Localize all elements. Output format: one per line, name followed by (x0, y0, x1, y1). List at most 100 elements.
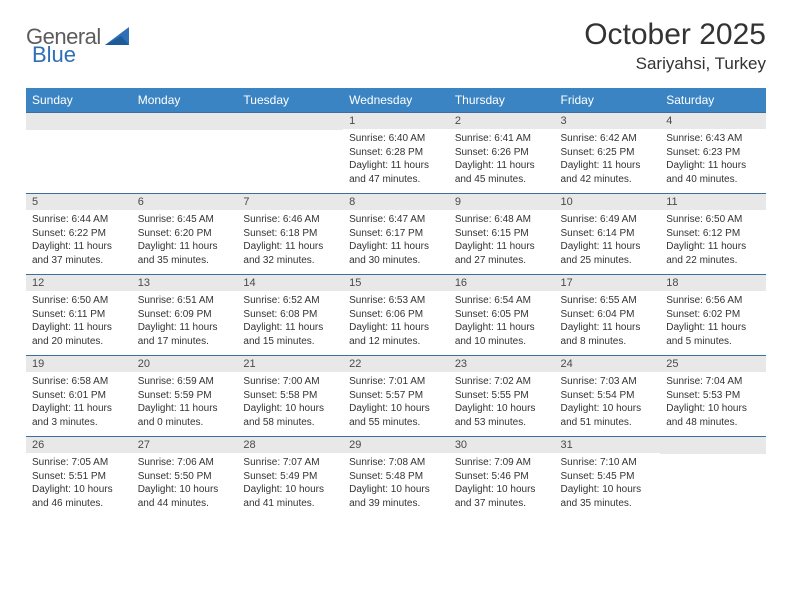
sunset-line: Sunset: 6:06 PM (349, 308, 443, 322)
day-details: Sunrise: 7:05 AMSunset: 5:51 PMDaylight:… (26, 453, 132, 517)
sunset-line: Sunset: 6:08 PM (243, 308, 337, 322)
day-details: Sunrise: 7:00 AMSunset: 5:58 PMDaylight:… (237, 372, 343, 436)
day-cell: 17Sunrise: 6:55 AMSunset: 6:04 PMDayligh… (555, 275, 661, 356)
day-number: 22 (343, 356, 449, 372)
sunset-line: Sunset: 6:12 PM (666, 227, 760, 241)
sunrise-line: Sunrise: 7:05 AM (32, 456, 126, 470)
day-header-cell: Wednesday (343, 88, 449, 113)
day-cell: 18Sunrise: 6:56 AMSunset: 6:02 PMDayligh… (660, 275, 766, 356)
day-cell: 28Sunrise: 7:07 AMSunset: 5:49 PMDayligh… (237, 437, 343, 518)
daylight-line: Daylight: 11 hours and 42 minutes. (561, 159, 655, 186)
daylight-line: Daylight: 11 hours and 5 minutes. (666, 321, 760, 348)
day-cell (660, 437, 766, 518)
sunrise-line: Sunrise: 6:43 AM (666, 132, 760, 146)
day-number: 9 (449, 194, 555, 210)
sunset-line: Sunset: 6:22 PM (32, 227, 126, 241)
day-details: Sunrise: 6:45 AMSunset: 6:20 PMDaylight:… (132, 210, 238, 274)
day-cell: 10Sunrise: 6:49 AMSunset: 6:14 PMDayligh… (555, 194, 661, 275)
daylight-line: Daylight: 10 hours and 58 minutes. (243, 402, 337, 429)
daylight-line: Daylight: 10 hours and 41 minutes. (243, 483, 337, 510)
sunset-line: Sunset: 5:57 PM (349, 389, 443, 403)
sunset-line: Sunset: 5:54 PM (561, 389, 655, 403)
day-cell: 15Sunrise: 6:53 AMSunset: 6:06 PMDayligh… (343, 275, 449, 356)
daylight-line: Daylight: 10 hours and 37 minutes. (455, 483, 549, 510)
sunrise-line: Sunrise: 6:40 AM (349, 132, 443, 146)
day-number: 5 (26, 194, 132, 210)
day-details (132, 130, 238, 188)
sunrise-line: Sunrise: 7:00 AM (243, 375, 337, 389)
day-cell: 9Sunrise: 6:48 AMSunset: 6:15 PMDaylight… (449, 194, 555, 275)
day-details: Sunrise: 6:42 AMSunset: 6:25 PMDaylight:… (555, 129, 661, 193)
logo-text-blue: Blue (32, 42, 76, 68)
day-details: Sunrise: 7:01 AMSunset: 5:57 PMDaylight:… (343, 372, 449, 436)
sunset-line: Sunset: 6:26 PM (455, 146, 549, 160)
day-details: Sunrise: 6:56 AMSunset: 6:02 PMDaylight:… (660, 291, 766, 355)
day-cell: 22Sunrise: 7:01 AMSunset: 5:57 PMDayligh… (343, 356, 449, 437)
day-details: Sunrise: 7:04 AMSunset: 5:53 PMDaylight:… (660, 372, 766, 436)
day-number: 6 (132, 194, 238, 210)
location-label: Sariyahsi, Turkey (584, 54, 766, 74)
daylight-line: Daylight: 11 hours and 15 minutes. (243, 321, 337, 348)
day-cell: 2Sunrise: 6:41 AMSunset: 6:26 PMDaylight… (449, 113, 555, 194)
day-number: 12 (26, 275, 132, 291)
day-details: Sunrise: 7:08 AMSunset: 5:48 PMDaylight:… (343, 453, 449, 517)
day-details (237, 130, 343, 188)
sunrise-line: Sunrise: 6:53 AM (349, 294, 443, 308)
day-number: 20 (132, 356, 238, 372)
sunrise-line: Sunrise: 6:45 AM (138, 213, 232, 227)
day-cell: 19Sunrise: 6:58 AMSunset: 6:01 PMDayligh… (26, 356, 132, 437)
sunrise-line: Sunrise: 7:01 AM (349, 375, 443, 389)
daylight-line: Daylight: 10 hours and 55 minutes. (349, 402, 443, 429)
daylight-line: Daylight: 11 hours and 20 minutes. (32, 321, 126, 348)
daylight-line: Daylight: 10 hours and 53 minutes. (455, 402, 549, 429)
title-block: October 2025 Sariyahsi, Turkey (584, 18, 766, 74)
sunrise-line: Sunrise: 7:03 AM (561, 375, 655, 389)
day-cell: 23Sunrise: 7:02 AMSunset: 5:55 PMDayligh… (449, 356, 555, 437)
day-cell: 20Sunrise: 6:59 AMSunset: 5:59 PMDayligh… (132, 356, 238, 437)
sunrise-line: Sunrise: 6:41 AM (455, 132, 549, 146)
sunset-line: Sunset: 6:17 PM (349, 227, 443, 241)
sunset-line: Sunset: 5:50 PM (138, 470, 232, 484)
daylight-line: Daylight: 11 hours and 22 minutes. (666, 240, 760, 267)
sunset-line: Sunset: 5:58 PM (243, 389, 337, 403)
day-number: 11 (660, 194, 766, 210)
day-cell: 13Sunrise: 6:51 AMSunset: 6:09 PMDayligh… (132, 275, 238, 356)
calendar-table: SundayMondayTuesdayWednesdayThursdayFrid… (26, 88, 766, 517)
daylight-line: Daylight: 11 hours and 45 minutes. (455, 159, 549, 186)
day-details: Sunrise: 7:03 AMSunset: 5:54 PMDaylight:… (555, 372, 661, 436)
day-details: Sunrise: 7:07 AMSunset: 5:49 PMDaylight:… (237, 453, 343, 517)
day-header-cell: Saturday (660, 88, 766, 113)
day-number: 8 (343, 194, 449, 210)
day-number: 1 (343, 113, 449, 129)
sunset-line: Sunset: 6:18 PM (243, 227, 337, 241)
sunset-line: Sunset: 5:53 PM (666, 389, 760, 403)
sunrise-line: Sunrise: 7:07 AM (243, 456, 337, 470)
day-details: Sunrise: 6:48 AMSunset: 6:15 PMDaylight:… (449, 210, 555, 274)
day-number (660, 437, 766, 454)
day-cell: 26Sunrise: 7:05 AMSunset: 5:51 PMDayligh… (26, 437, 132, 518)
sunrise-line: Sunrise: 7:08 AM (349, 456, 443, 470)
daylight-line: Daylight: 11 hours and 37 minutes. (32, 240, 126, 267)
sunrise-line: Sunrise: 6:49 AM (561, 213, 655, 227)
day-cell: 27Sunrise: 7:06 AMSunset: 5:50 PMDayligh… (132, 437, 238, 518)
sunset-line: Sunset: 5:59 PM (138, 389, 232, 403)
sunrise-line: Sunrise: 7:02 AM (455, 375, 549, 389)
sunset-line: Sunset: 6:02 PM (666, 308, 760, 322)
day-number: 13 (132, 275, 238, 291)
sunset-line: Sunset: 5:51 PM (32, 470, 126, 484)
daylight-line: Daylight: 10 hours and 44 minutes. (138, 483, 232, 510)
day-details (26, 130, 132, 188)
day-number: 3 (555, 113, 661, 129)
daylight-line: Daylight: 10 hours and 39 minutes. (349, 483, 443, 510)
day-cell: 21Sunrise: 7:00 AMSunset: 5:58 PMDayligh… (237, 356, 343, 437)
day-number: 16 (449, 275, 555, 291)
week-row: 1Sunrise: 6:40 AMSunset: 6:28 PMDaylight… (26, 113, 766, 194)
day-cell: 14Sunrise: 6:52 AMSunset: 6:08 PMDayligh… (237, 275, 343, 356)
sunset-line: Sunset: 5:48 PM (349, 470, 443, 484)
day-cell: 4Sunrise: 6:43 AMSunset: 6:23 PMDaylight… (660, 113, 766, 194)
day-number: 19 (26, 356, 132, 372)
sunrise-line: Sunrise: 6:55 AM (561, 294, 655, 308)
day-details: Sunrise: 6:49 AMSunset: 6:14 PMDaylight:… (555, 210, 661, 274)
daylight-line: Daylight: 10 hours and 51 minutes. (561, 402, 655, 429)
day-number: 25 (660, 356, 766, 372)
